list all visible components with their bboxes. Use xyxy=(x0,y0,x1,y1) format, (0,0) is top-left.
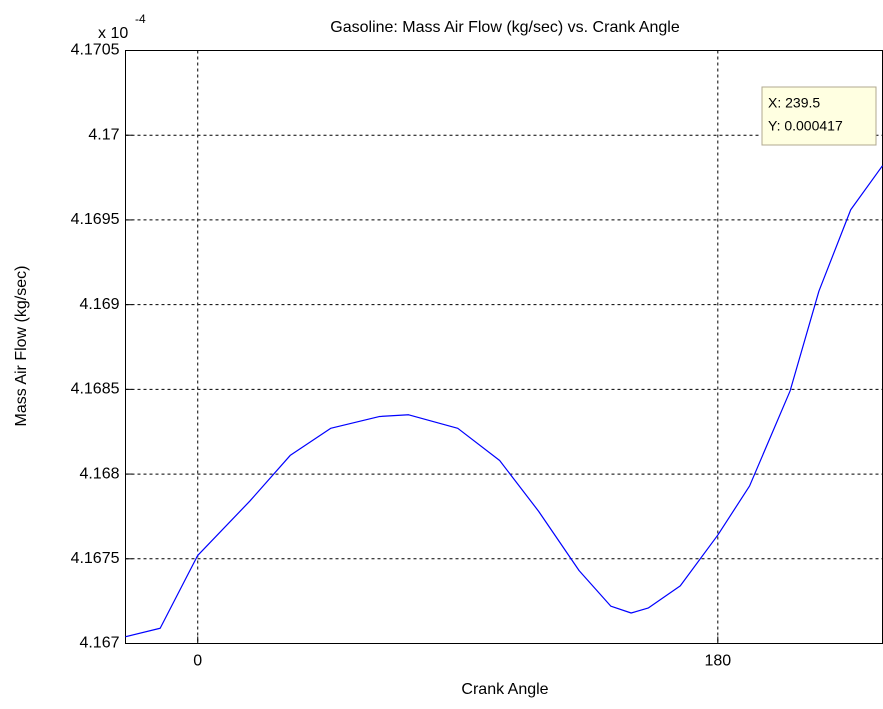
x-axis-label: Crank Angle xyxy=(461,681,548,698)
y-tick-label: 4.17 xyxy=(88,126,119,143)
datatip-y: Y: 0.000417 xyxy=(768,118,843,134)
plot-area: 4.167 4.1675 4.168 4.1685 4.169 4.1695 4.17 4.1… xyxy=(71,42,883,670)
y-tick-label: 4.167 xyxy=(79,635,119,652)
y-tick-label: 4.169 xyxy=(79,296,119,313)
y-exponent-base: x 10 xyxy=(98,25,128,42)
datatip-box xyxy=(761,86,877,146)
datatip: X: 239.5 Y: 0.000417 xyxy=(761,86,877,146)
y-tick-label: 4.1705 xyxy=(71,42,120,59)
x-tick-label: 180 xyxy=(704,653,731,670)
chart-title: Gasoline: Mass Air Flow (kg/sec) vs. Cra… xyxy=(330,19,680,36)
y-tick-label: 4.1695 xyxy=(71,211,120,228)
y-tick-label: 4.168 xyxy=(79,465,119,482)
x-tick-label: 0 xyxy=(193,653,202,670)
y-axis-label: Mass Air Flow (kg/sec) xyxy=(13,266,30,427)
y-exponent-power: -4 xyxy=(135,12,146,26)
data-line xyxy=(125,165,883,638)
y-tick-label: 4.1685 xyxy=(71,381,120,398)
y-tick-label: 4.1675 xyxy=(71,550,120,567)
datatip-x: X: 239.5 xyxy=(768,95,820,111)
